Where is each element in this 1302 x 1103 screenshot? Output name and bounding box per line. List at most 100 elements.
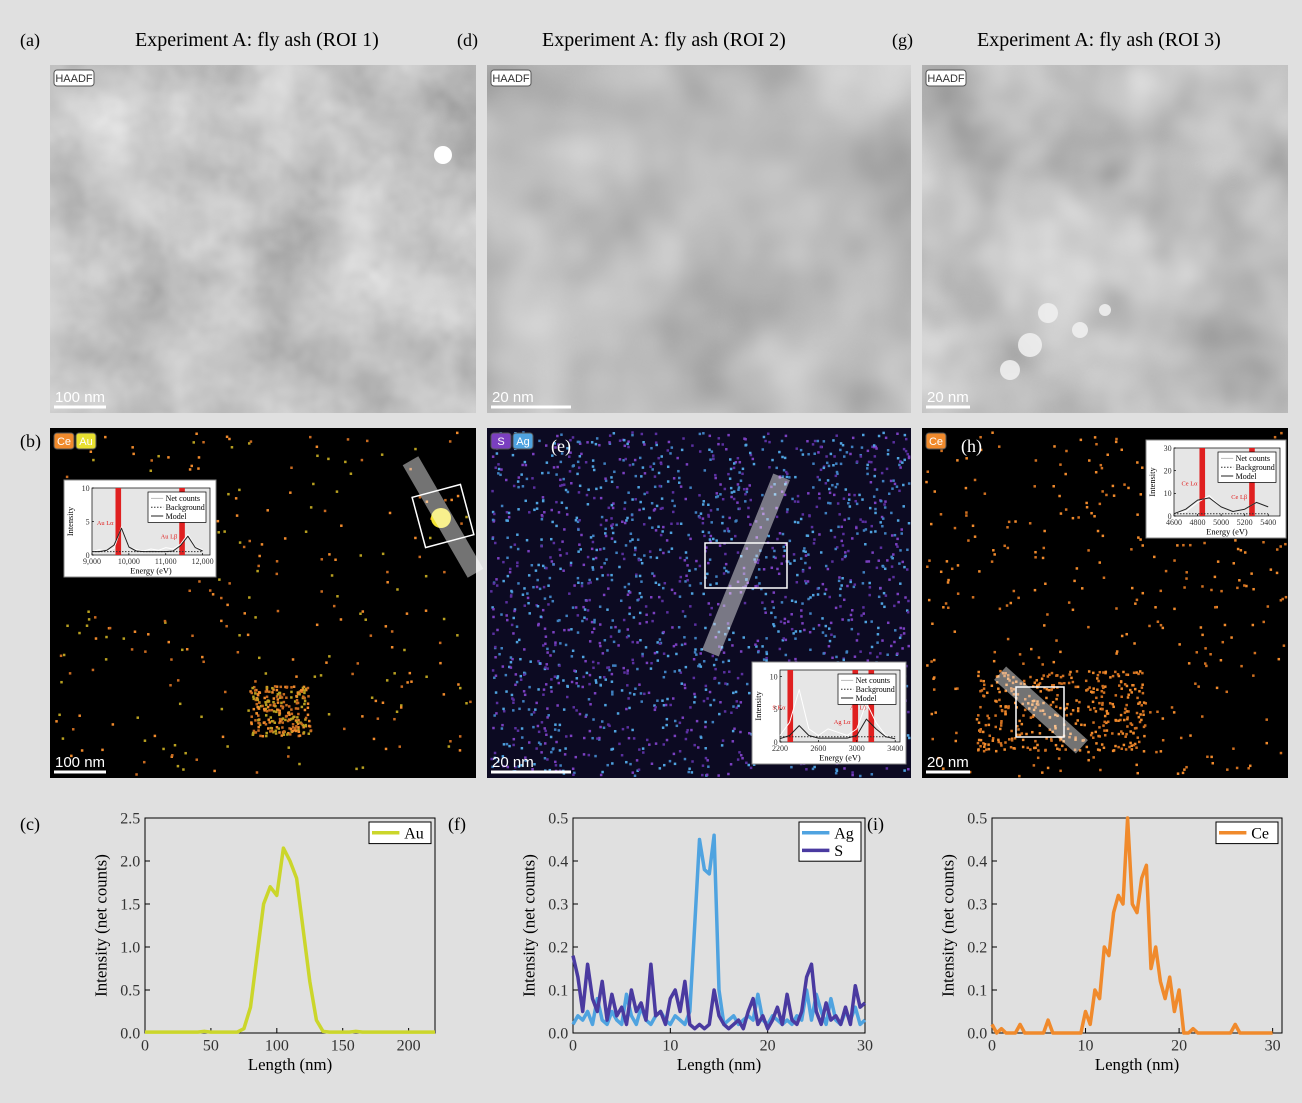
x-tick-label: 3400	[887, 744, 903, 753]
map-dot	[506, 537, 509, 540]
map-dot	[663, 704, 666, 707]
map-dot	[642, 747, 645, 750]
map-dot	[600, 684, 603, 687]
map-dot	[492, 455, 495, 458]
map-dot	[606, 666, 609, 669]
map-dot	[510, 594, 513, 597]
map-dot	[284, 537, 287, 540]
channel-badge-text: Ag	[516, 436, 529, 448]
map-dot	[558, 511, 561, 514]
map-dot	[559, 479, 562, 482]
map-dot	[617, 712, 620, 715]
map-dot	[852, 437, 855, 440]
map-dot	[607, 574, 610, 577]
map-dot	[508, 512, 511, 514]
map-dot	[252, 732, 255, 735]
map-dot	[1051, 672, 1054, 675]
map-dot	[781, 440, 784, 443]
map-dot	[490, 590, 493, 593]
map-dot	[831, 657, 834, 660]
map-dot	[879, 521, 882, 524]
map-dot	[639, 622, 642, 625]
map-dot	[497, 463, 500, 466]
map-dot	[296, 702, 299, 705]
map-dot	[818, 497, 821, 500]
map-dot	[592, 568, 595, 571]
map-dot	[270, 727, 273, 730]
panel-label: (e)	[551, 436, 571, 457]
map-dot	[738, 486, 741, 489]
map-dot	[1109, 702, 1112, 705]
map-dot	[715, 575, 718, 578]
map-dot	[212, 593, 215, 596]
map-dot	[942, 606, 945, 609]
map-dot	[1139, 670, 1142, 673]
map-dot	[1040, 690, 1043, 693]
map-dot	[231, 446, 234, 449]
map-dot	[656, 651, 659, 654]
map-dot	[1266, 742, 1269, 745]
panel-title: Experiment A: fly ash (ROI 2)	[542, 29, 786, 51]
map-dot	[656, 557, 659, 560]
map-dot	[724, 488, 727, 491]
map-dot	[868, 582, 871, 585]
map-dot	[1135, 764, 1138, 767]
map-dot	[1042, 557, 1045, 560]
map-dot	[813, 452, 816, 455]
map-dot	[1099, 769, 1102, 772]
map-dot	[1011, 739, 1014, 742]
map-dot	[570, 628, 573, 631]
map-dot	[794, 500, 797, 503]
map-dot	[587, 556, 590, 559]
map-dot	[728, 517, 731, 520]
map-dot	[671, 446, 674, 449]
map-dot	[279, 712, 282, 715]
map-dot	[851, 446, 854, 449]
map-dot	[633, 554, 636, 557]
map-dot	[631, 538, 634, 541]
map-dot	[724, 710, 727, 713]
map-dot	[410, 680, 413, 683]
map-dot	[1280, 752, 1283, 755]
map-dot	[611, 762, 614, 765]
map-dot	[469, 701, 472, 704]
map-dot	[661, 507, 664, 510]
map-dot	[1064, 748, 1067, 751]
map-dot	[733, 727, 736, 730]
map-dot	[1210, 589, 1213, 592]
map-dot	[147, 633, 150, 636]
map-dot	[588, 579, 591, 582]
map-dot	[700, 512, 703, 515]
map-dot	[876, 641, 879, 644]
map-dot	[683, 636, 686, 639]
map-dot	[1132, 732, 1135, 735]
map-dot	[552, 563, 555, 566]
map-dot	[661, 600, 664, 603]
map-dot	[660, 463, 663, 466]
map-dot	[1265, 718, 1268, 721]
map-dot	[601, 574, 604, 577]
map-dot	[546, 461, 549, 464]
map-dot	[737, 677, 740, 680]
map-dot	[290, 686, 293, 689]
map-dot	[1034, 740, 1037, 743]
map-dot	[732, 705, 735, 708]
map-dot	[580, 548, 583, 551]
map-dot	[797, 521, 800, 524]
map-dot	[839, 449, 842, 452]
map-dot	[693, 693, 696, 696]
map-dot	[1113, 494, 1116, 497]
map-dot	[606, 608, 609, 611]
map-dot	[276, 689, 279, 692]
map-dot	[903, 627, 906, 630]
map-dot	[1197, 685, 1200, 688]
map-dot	[1058, 748, 1061, 751]
map-dot	[308, 732, 311, 735]
map-dot	[543, 511, 546, 513]
map-dot	[688, 569, 691, 572]
map-dot	[595, 488, 598, 491]
plot-area	[145, 818, 435, 1033]
map-dot	[639, 501, 642, 504]
map-dot	[1000, 724, 1003, 727]
map-dot	[254, 616, 257, 619]
